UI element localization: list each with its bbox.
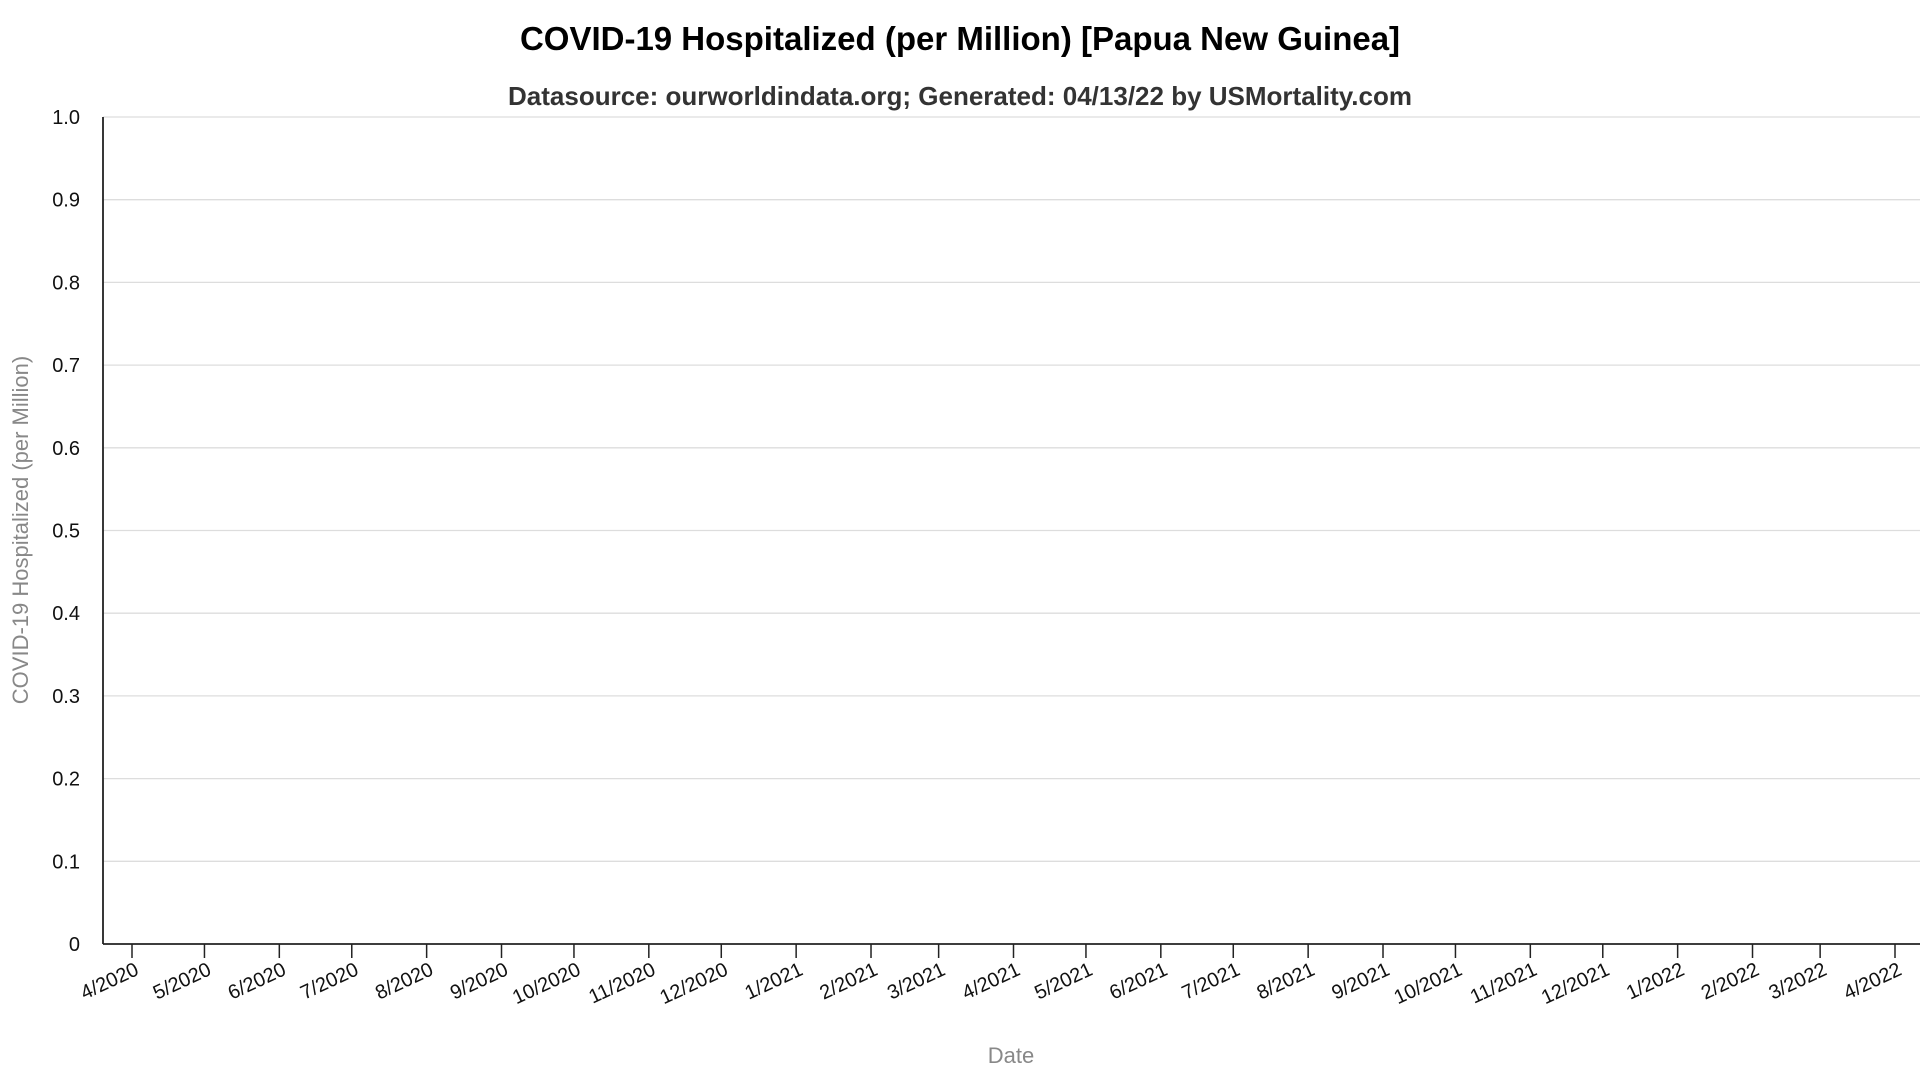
x-tick-label: 8/2020 — [372, 959, 437, 1005]
x-tick-label: 3/2022 — [1766, 959, 1831, 1005]
x-tick-label: 8/2021 — [1254, 959, 1319, 1005]
x-tick-label: 11/2021 — [1467, 959, 1540, 1009]
x-tick-label: 10/2020 — [509, 959, 584, 1009]
x-tick-label: 9/2021 — [1328, 959, 1393, 1005]
x-axis-ticks: 4/2020 5/2020 6/2020 7/2020 8/2020 9/202010/2… — [77, 944, 1905, 1009]
chart-title: COVID-19 Hospitalized (per Million) [Pap… — [520, 20, 1400, 57]
y-axis-ticks: 0 0.1 0.2 0.3 0.4 0.5 0.6 0.7 0.8 0.9 1.0 — [52, 107, 80, 956]
y-tick-label: 0.8 — [52, 272, 80, 294]
x-tick-label: 1/2021 — [742, 959, 807, 1005]
x-tick-label: 4/2020 — [77, 959, 142, 1005]
x-tick-label: 4/2021 — [959, 959, 1024, 1005]
y-tick-label: 0.9 — [52, 190, 80, 212]
x-tick-label: 12/2021 — [1538, 959, 1613, 1009]
x-tick-label: 6/2021 — [1106, 959, 1171, 1005]
x-tick-label: 10/2021 — [1391, 959, 1466, 1009]
x-axis-title: Date — [988, 1043, 1034, 1068]
gridlines — [103, 116, 1920, 862]
x-tick-label: 4/2022 — [1840, 959, 1905, 1005]
y-tick-label: 1.0 — [52, 107, 80, 129]
y-tick-label: 0.4 — [52, 603, 80, 625]
x-tick-label: 5/2021 — [1031, 959, 1096, 1005]
x-tick-label: 11/2020 — [585, 959, 658, 1009]
x-tick-label: 7/2021 — [1179, 959, 1244, 1005]
x-tick-label: 2/2021 — [816, 959, 881, 1005]
x-tick-label: 6/2020 — [225, 959, 290, 1005]
y-tick-label: 0.3 — [52, 686, 80, 708]
y-tick-label: 0.2 — [52, 769, 80, 791]
y-tick-label: 0.1 — [52, 851, 80, 873]
x-tick-label: 7/2020 — [297, 959, 362, 1005]
y-tick-label: 0.6 — [52, 438, 80, 460]
y-axis-title: COVID-19 Hospitalized (per Million) — [8, 356, 33, 704]
y-tick-label: 0.7 — [52, 355, 80, 377]
chart-subtitle: Datasource: ourworldindata.org; Generate… — [508, 81, 1412, 111]
x-tick-label: 5/2020 — [150, 959, 215, 1005]
x-tick-label: 9/2020 — [447, 959, 512, 1005]
x-tick-label: 1/2022 — [1623, 959, 1688, 1005]
x-tick-label: 2/2022 — [1698, 959, 1763, 1005]
x-tick-label: 12/2020 — [657, 959, 732, 1009]
y-tick-label: 0 — [69, 934, 80, 956]
x-tick-label: 3/2021 — [884, 959, 949, 1005]
y-tick-label: 0.5 — [52, 521, 80, 543]
